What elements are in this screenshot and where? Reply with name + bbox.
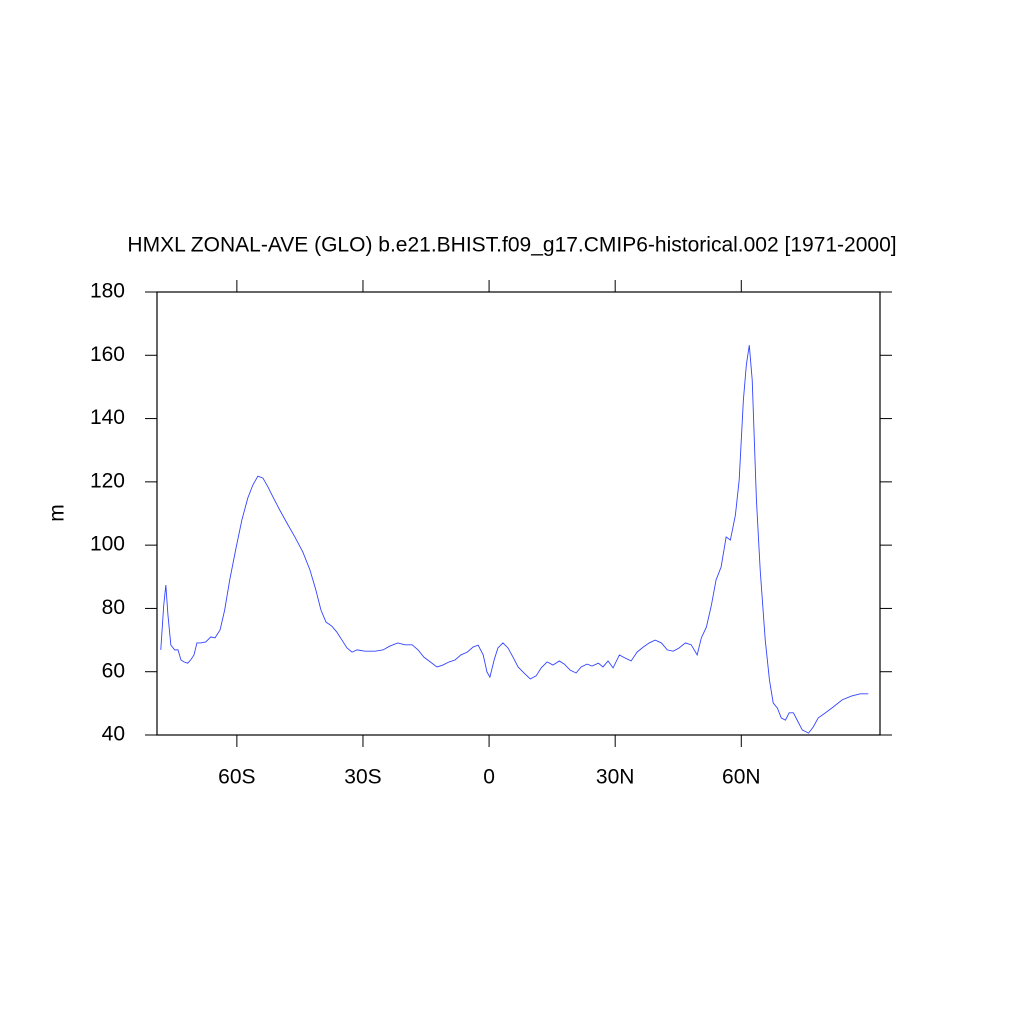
y-tick-label: 120 bbox=[90, 469, 125, 492]
x-tick-label: 30S bbox=[344, 766, 381, 789]
plot-frame bbox=[156, 291, 881, 736]
x-tick-label: 60S bbox=[218, 766, 255, 789]
y-axis-label: m bbox=[46, 504, 69, 522]
y-tick-label: 180 bbox=[90, 280, 125, 303]
y-tick-label: 40 bbox=[102, 723, 125, 746]
y-tick-label: 160 bbox=[90, 343, 125, 366]
y-tick-label: 60 bbox=[102, 659, 125, 682]
y-tick-label: 100 bbox=[90, 533, 125, 556]
chart-title: HMXL ZONAL-AVE (GLO) b.e21.BHIST.f09_g17… bbox=[127, 234, 896, 257]
data-line bbox=[160, 345, 869, 734]
x-tick-label: 30N bbox=[596, 766, 635, 789]
x-tick-label: 0 bbox=[483, 766, 495, 789]
x-tick-label: 60N bbox=[722, 766, 761, 789]
y-tick-label: 140 bbox=[90, 406, 125, 429]
y-tick-label: 80 bbox=[102, 596, 125, 619]
